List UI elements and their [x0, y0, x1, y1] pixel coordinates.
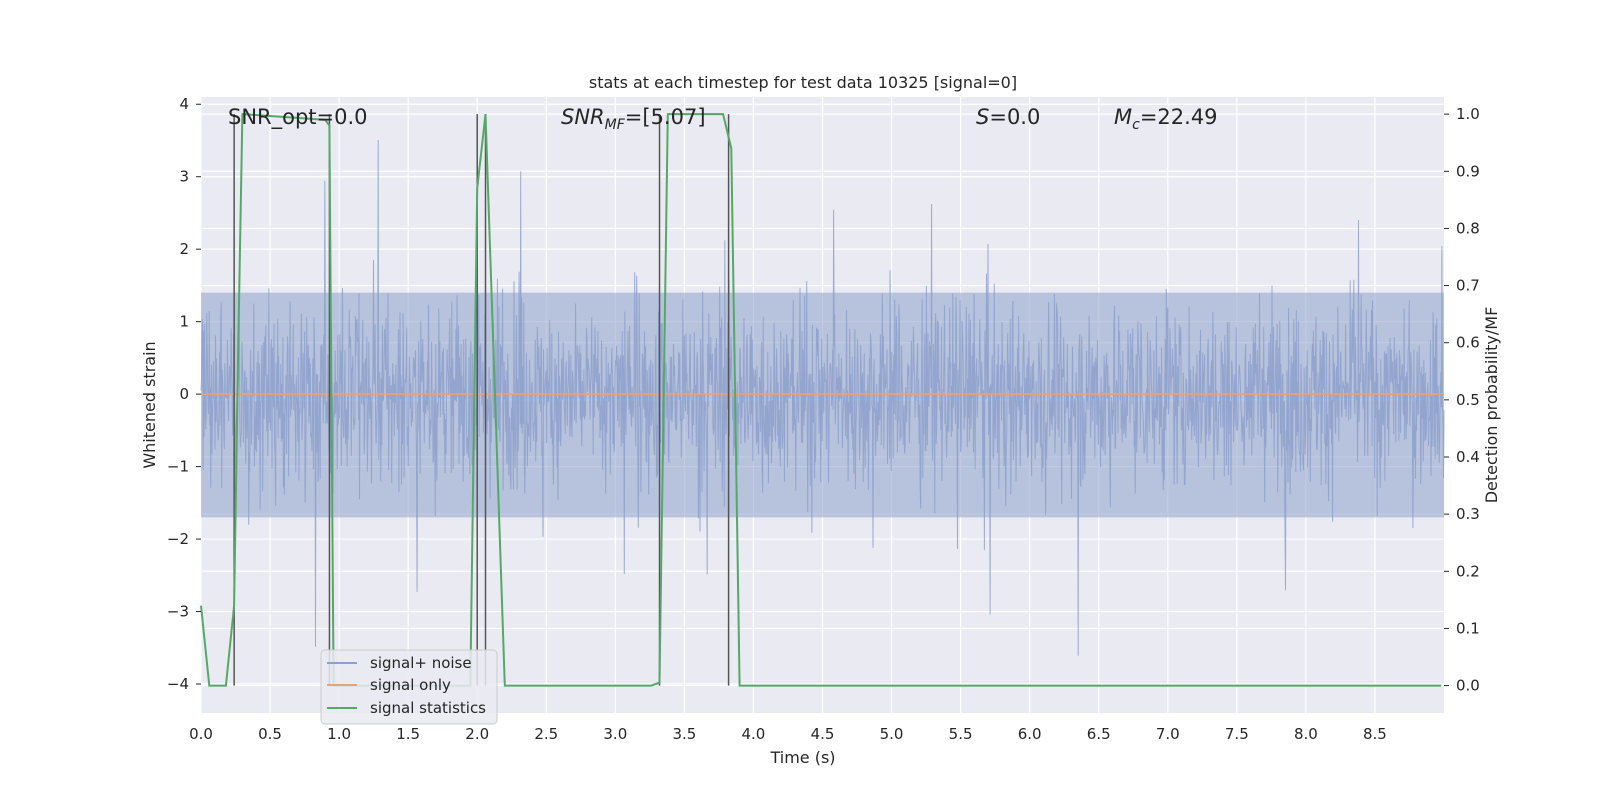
- y-right-tick-label: 0.4: [1456, 448, 1480, 466]
- series-signal-noise: [200, 139, 1445, 656]
- y-left-tick-label: 2: [179, 240, 189, 258]
- legend-label-signal-noise: signal+ noise: [370, 654, 472, 672]
- chart-title: stats at each timestep for test data 103…: [589, 73, 1017, 92]
- y-right-tick-label: 0.7: [1456, 277, 1480, 295]
- y-right-tick-label: 0.6: [1456, 334, 1480, 352]
- annotation-snr-mf-base: SNR: [561, 105, 605, 129]
- y-left-tick-label: −1: [167, 458, 189, 476]
- annotation-mc: Mc=22.49: [1114, 105, 1218, 133]
- x-tick-label: 8.0: [1294, 725, 1318, 743]
- y-right-tick-label: 0.3: [1456, 505, 1480, 523]
- x-tick-label: 3.5: [672, 725, 696, 743]
- x-tick-label: 2.0: [465, 725, 489, 743]
- x-tick-label: 4.5: [811, 725, 835, 743]
- x-tick-label: 6.0: [1018, 725, 1042, 743]
- y-axis-right-ticks: 1.0 0.9 0.8 0.7 0.6 0.5 0.4 0.3 0.2 0.1 0.0: [1444, 105, 1480, 695]
- x-tick-label: 7.0: [1156, 725, 1180, 743]
- legend-box: [320, 649, 498, 725]
- x-tick-label: 1.0: [327, 725, 351, 743]
- annotation-s-value: =0.0: [989, 105, 1040, 129]
- x-tick-label: 1.5: [396, 725, 420, 743]
- y-right-tick-label: 1.0: [1456, 105, 1480, 123]
- y-axis-left-label: Whitened strain: [140, 341, 159, 468]
- annotation-mc-value: =22.49: [1140, 105, 1218, 129]
- y-right-tick-label: 0.5: [1456, 391, 1480, 409]
- x-tick-label: 0.0: [189, 725, 213, 743]
- y-left-tick-label: 4: [179, 95, 189, 113]
- x-tick-label: 5.5: [949, 725, 973, 743]
- y-left-tick-label: 1: [179, 313, 189, 331]
- y-axis-right-label: Detection probability/MF: [1482, 307, 1501, 504]
- x-tick-label: 3.0: [603, 725, 627, 743]
- x-tick-label: 7.5: [1225, 725, 1249, 743]
- legend-label-signal-statistics: signal statistics: [370, 699, 486, 717]
- y-right-tick-label: 0.8: [1456, 219, 1480, 237]
- annotation-mc-sub: c: [1132, 117, 1140, 133]
- annotation-snr-mf: SNRMF=[5.07]: [561, 105, 706, 133]
- y-left-tick-label: −3: [167, 603, 189, 621]
- annotation-s-symbol: S: [976, 105, 989, 129]
- annotation-snr-mf-sub: MF: [605, 117, 626, 133]
- x-tick-label: 2.5: [534, 725, 558, 743]
- legend: signal+ noise signal only signal statist…: [320, 649, 498, 725]
- y-left-tick-label: 3: [179, 168, 189, 186]
- annotation-snr-mf-value: =[5.07]: [625, 105, 706, 129]
- annotation-s: S=0.0: [976, 105, 1040, 129]
- y-right-tick-label: 0.9: [1456, 162, 1480, 180]
- y-axis-left-ticks: 4 3 2 1 0 −1 −2 −3 −4: [167, 95, 201, 693]
- x-tick-label: 8.5: [1363, 725, 1387, 743]
- annotation-mc-base: M: [1114, 105, 1132, 129]
- legend-label-signal-only: signal only: [370, 676, 451, 694]
- noise-line: [200, 139, 1445, 656]
- x-tick-label: 4.0: [742, 725, 766, 743]
- y-right-tick-label: 0.0: [1456, 677, 1480, 695]
- y-left-tick-label: −2: [167, 530, 189, 548]
- x-tick-label: 5.0: [880, 725, 904, 743]
- x-axis-label: Time (s): [769, 748, 835, 767]
- y-left-tick-label: 0: [179, 385, 189, 403]
- x-tick-label: 0.5: [258, 725, 282, 743]
- x-tick-label: 6.5: [1087, 725, 1111, 743]
- y-left-tick-label: −4: [167, 675, 189, 693]
- x-axis-ticks: 0.0 0.5 1.0 1.5 2.0 2.5 3.0 3.5 4.0 4.5 5.0 5.5 6.0 6…: [189, 725, 1387, 743]
- y-right-tick-label: 0.2: [1456, 562, 1480, 580]
- y-right-tick-label: 0.1: [1456, 619, 1480, 637]
- annotation-snr-opt: SNR_opt=0.0: [228, 105, 368, 130]
